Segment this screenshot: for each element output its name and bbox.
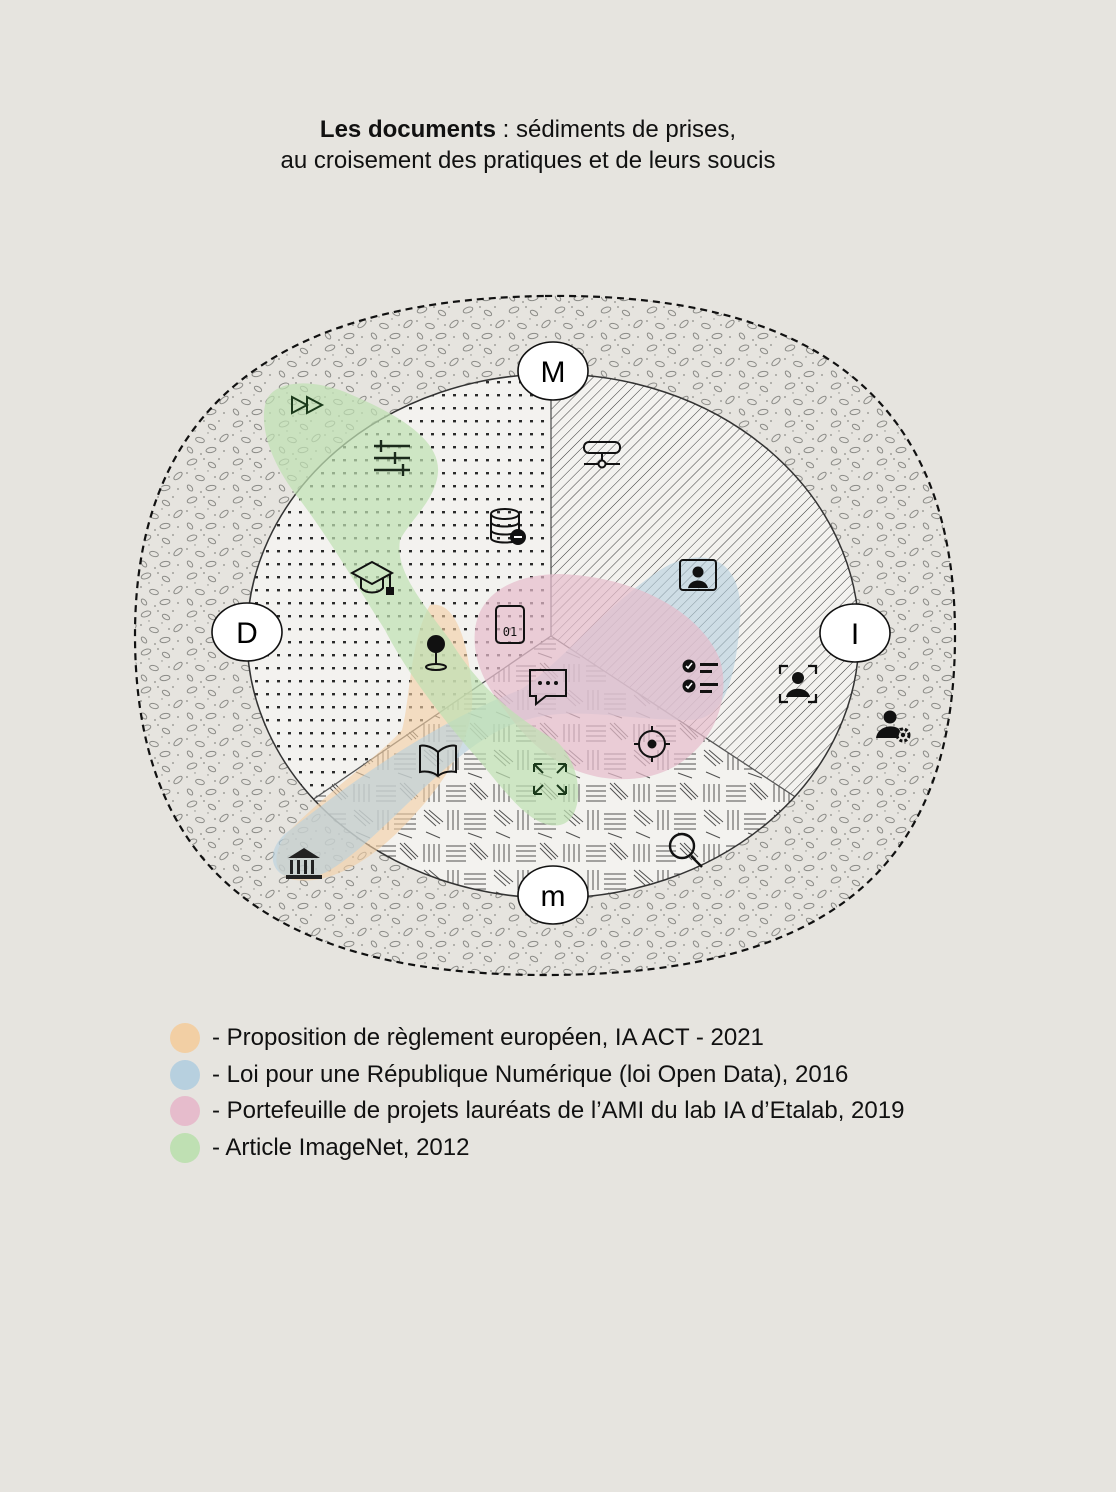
legend-label: - Loi pour une République Numérique (loi… bbox=[212, 1060, 849, 1088]
institution-icon bbox=[286, 848, 322, 879]
expand-icon bbox=[533, 763, 567, 795]
axis-label-top: M bbox=[541, 356, 566, 389]
document-blobs bbox=[263, 383, 741, 881]
legend-item: - Article ImageNet, 2012 bbox=[170, 1130, 904, 1167]
sliders-icon bbox=[374, 440, 410, 476]
axis-badge-right: I bbox=[819, 603, 891, 663]
legend-swatch bbox=[170, 1132, 200, 1163]
legend-swatch bbox=[170, 1096, 200, 1127]
diagram-title: Les documents : sédiments de prises, au … bbox=[0, 114, 1056, 176]
legend-label: - Article ImageNet, 2012 bbox=[212, 1133, 470, 1161]
fast-forward-icon bbox=[291, 395, 325, 415]
blob-green bbox=[263, 383, 579, 826]
title-rest: : sédiments de prises, bbox=[495, 116, 737, 143]
checklist-icon bbox=[682, 659, 718, 693]
axis-badge-top: M bbox=[517, 341, 589, 401]
title-bold: Les documents bbox=[319, 116, 496, 143]
legend-item: - Proposition de règlement européen, IA … bbox=[170, 1020, 904, 1057]
legend-swatch bbox=[170, 1059, 200, 1090]
server-icon bbox=[583, 441, 621, 469]
axis-badge-bottom: m bbox=[517, 865, 589, 925]
map-pin-icon bbox=[425, 635, 447, 671]
user-frame-icon bbox=[778, 664, 818, 704]
sediment-diagram: 01 bbox=[133, 294, 957, 977]
search-icon bbox=[668, 832, 703, 868]
book-icon bbox=[419, 744, 457, 778]
legend-label: - Proposition de règlement européen, IA … bbox=[212, 1024, 764, 1051]
graduation-cap-icon bbox=[349, 560, 395, 595]
legend: - Proposition de règlement européen, IA … bbox=[170, 1020, 904, 1166]
legend-item: - Portefeuille de projets lauréats de l’… bbox=[170, 1093, 904, 1130]
user-settings-icon bbox=[876, 710, 911, 743]
chat-icon bbox=[529, 669, 567, 707]
axis-label-left: D bbox=[236, 617, 258, 650]
binary-file-icon: 01 bbox=[495, 605, 525, 644]
blob-pink bbox=[474, 574, 724, 780]
title-line2: au croisement des pratiques et de leurs … bbox=[280, 147, 776, 174]
axis-label-right: I bbox=[851, 618, 859, 651]
legend-item: - Loi pour une République Numérique (loi… bbox=[170, 1057, 904, 1094]
video-user-icon bbox=[679, 559, 717, 591]
legend-label: - Portefeuille de projets lauréats de l’… bbox=[212, 1097, 905, 1124]
target-icon bbox=[634, 726, 670, 762]
database-remove-icon bbox=[490, 508, 526, 545]
axis-label-bottom: m bbox=[541, 880, 566, 913]
legend-swatch bbox=[170, 1023, 200, 1054]
axis-badge-left: D bbox=[211, 602, 283, 662]
svg-text:01: 01 bbox=[503, 625, 517, 639]
